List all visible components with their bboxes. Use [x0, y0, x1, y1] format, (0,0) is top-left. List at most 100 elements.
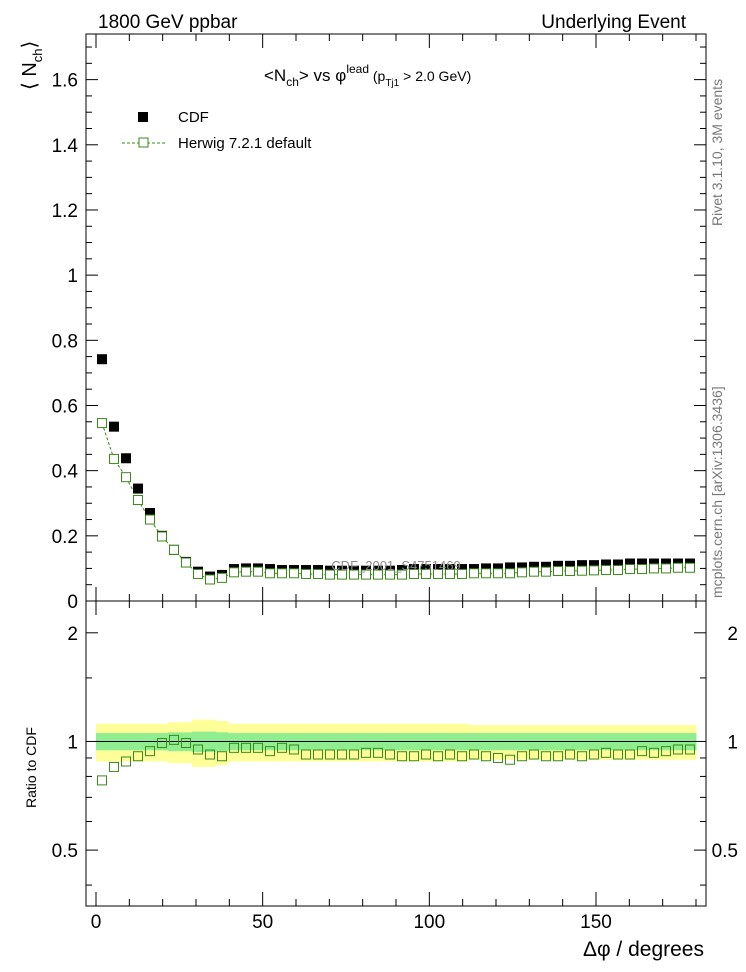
ratio-ytick-label: 1 [67, 732, 78, 753]
ratio-herwig-point [553, 751, 563, 762]
ratio-herwig-point [589, 749, 599, 760]
ratio-herwig-point [313, 749, 323, 760]
ratio-herwig-point [613, 749, 623, 760]
herwig-point [301, 568, 311, 579]
cdf-point [577, 560, 587, 571]
herwig-point [529, 566, 539, 577]
herwig-point [277, 568, 287, 579]
ratio-herwig-point [205, 749, 215, 760]
herwig-point [553, 566, 563, 577]
herwig-point [577, 565, 587, 576]
ratio-herwig-point [421, 749, 431, 760]
ratio-herwig-point [397, 751, 407, 762]
cdf-point [589, 560, 599, 571]
herwig-point [493, 568, 503, 579]
ratio-xtick-label: 0 [91, 912, 102, 933]
herwig-point [253, 566, 263, 577]
xlabel: Δφ / degrees [583, 938, 704, 961]
herwig-point [229, 567, 239, 578]
legend-marker-cdf [138, 112, 148, 122]
herwig-point [613, 565, 623, 576]
ratio-ytick-label: 0.5 [52, 841, 78, 862]
series-herwig-line [101, 422, 690, 581]
herwig-point [145, 514, 155, 525]
ratio-herwig-point [673, 744, 683, 755]
ratio-herwig-point [517, 751, 527, 762]
herwig-point [397, 569, 407, 580]
ratio-herwig-point [193, 744, 203, 755]
ratio-herwig-point [385, 749, 395, 760]
herwig-point [109, 453, 119, 464]
ratio-herwig-point [97, 775, 107, 786]
herwig-point [121, 472, 131, 483]
main-ytick-label: 1.6 [52, 71, 78, 92]
ratio-herwig-point [541, 751, 551, 762]
herwig-point [241, 566, 251, 577]
ratio-herwig-point [349, 749, 359, 760]
ratio-ytick-label: 2 [67, 624, 78, 645]
herwig-point [673, 562, 683, 573]
cdf-point [121, 453, 131, 464]
main-ytick-label: 0 [67, 592, 78, 613]
herwig-point [517, 567, 527, 578]
cdf-point [601, 559, 611, 570]
ratio-herwig-point [601, 747, 611, 758]
side-text-bottom: mcplots.cern.ch [arXiv:1306.3436] [709, 386, 725, 598]
ratio-herwig-point [577, 751, 587, 762]
watermark: CDF_2001_S4751469 [331, 558, 460, 573]
herwig-point [421, 568, 431, 579]
ratio-herwig-point [625, 749, 635, 760]
herwig-point [181, 557, 191, 568]
legend-label-cdf: CDF [178, 109, 209, 126]
legend: CDF Herwig 7.2.1 default [122, 109, 312, 152]
cdf-point [613, 559, 623, 570]
ratio-frame [85, 600, 707, 907]
main-panel: 0 0.2 0.4 0.6 0.8 1 1.2 1.4 1.6 <Nch> vs φlead (… [19, 33, 707, 613]
cdf-point [553, 560, 563, 571]
ratio-herwig-point [301, 749, 311, 760]
herwig-point [385, 569, 395, 580]
ratio-herwig-point [637, 746, 647, 757]
ratio-herwig-point [409, 751, 419, 762]
ratio-herwig-point [277, 742, 287, 753]
ratio-ylabel: Ratio to CDF [23, 727, 39, 808]
herwig-point [217, 572, 227, 583]
main-ytick-label: 1.4 [52, 136, 79, 157]
cdf-point [565, 560, 575, 571]
ratio-herwig-point [361, 747, 371, 758]
ratio-herwig-point [325, 749, 335, 760]
herwig-point [373, 569, 383, 580]
ratio-herwig-point [181, 738, 191, 749]
main-ytick-label: 0.6 [52, 396, 78, 417]
ratio-herwig-point [457, 751, 467, 762]
ratio-herwig-point [133, 751, 143, 762]
ratio-panel: 0 50 100 150 0.5 0.5 1 1 2 2 Ratio to CDF Δφ / de… [23, 600, 738, 961]
ratio-herwig-point [661, 746, 671, 757]
ratio-xtick-label: 50 [252, 912, 273, 933]
ratio-herwig-point [445, 749, 455, 760]
herwig-point [649, 563, 659, 574]
main-title: <Nch> vs φlead (pTj1 > 2.0 GeV) [264, 62, 471, 89]
ratio-herwig-point [157, 738, 167, 749]
herwig-point [589, 565, 599, 576]
ratio-herwig-point [433, 751, 443, 762]
herwig-point [169, 544, 179, 555]
herwig-point [505, 568, 515, 579]
ratio-herwig-point [109, 761, 119, 772]
ratio-herwig-point [229, 742, 239, 753]
ratio-herwig-point [685, 744, 695, 755]
herwig-point [457, 568, 467, 579]
herwig-point [541, 566, 551, 577]
herwig-point [433, 568, 443, 579]
ratio-ytick-label-right: 0.5 [712, 841, 738, 862]
ratio-xtick-label: 150 [580, 912, 612, 933]
cdf-point [97, 354, 107, 365]
herwig-point [637, 564, 647, 575]
herwig-point [205, 574, 215, 585]
herwig-point [157, 531, 167, 542]
herwig-point [409, 568, 419, 579]
cdf-point [637, 558, 647, 569]
herwig-point [289, 568, 299, 579]
herwig-point [481, 568, 491, 579]
